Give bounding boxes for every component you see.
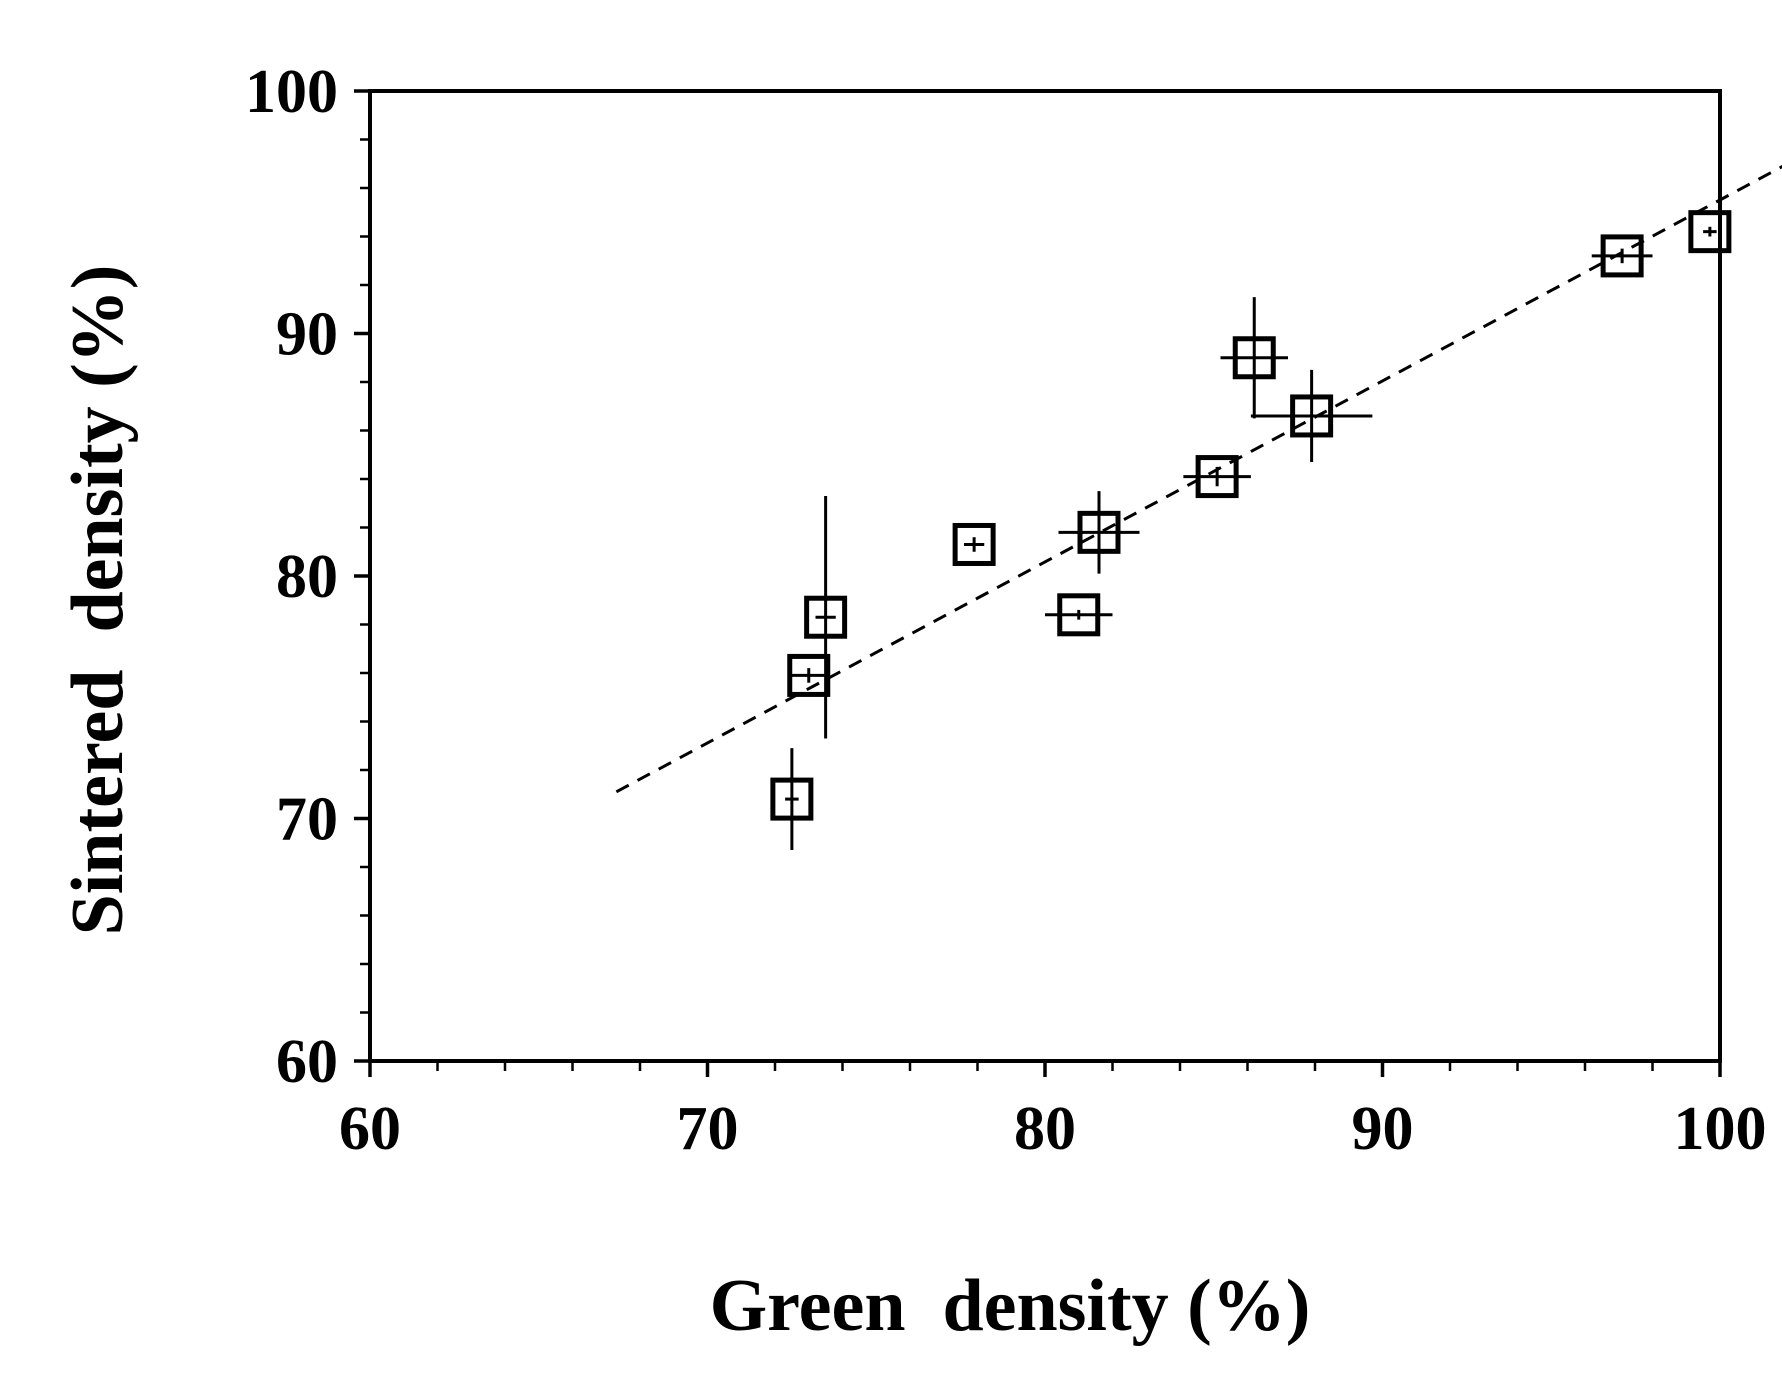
data-point — [1183, 455, 1251, 499]
data-point — [804, 495, 848, 739]
square-marker — [1600, 234, 1644, 278]
y-axis-title: Sintered density (%) — [57, 265, 139, 936]
data-point — [1220, 297, 1288, 419]
square-marker — [770, 777, 814, 821]
square-marker — [1290, 394, 1334, 438]
data-points — [770, 210, 1732, 851]
y-axis-tick-labels: 60 70 80 90 100 — [245, 58, 338, 1096]
data-point — [1058, 491, 1140, 574]
plot-area — [368, 89, 1722, 1063]
x-tick-label: 90 — [1352, 1095, 1414, 1163]
data-point — [770, 748, 814, 851]
square-marker — [1077, 510, 1121, 554]
square-marker — [787, 653, 831, 697]
square-marker — [952, 522, 996, 566]
y-tick-label: 60 — [276, 1028, 338, 1096]
square-marker — [1057, 593, 1101, 637]
trendline-group — [615, 164, 1782, 794]
data-point — [1688, 210, 1732, 254]
trendline — [615, 164, 1782, 794]
square-marker — [1688, 210, 1732, 254]
data-point — [952, 522, 996, 566]
data-point — [1250, 369, 1373, 463]
square-marker — [1195, 455, 1239, 499]
data-point — [1591, 234, 1653, 278]
data-point — [787, 653, 831, 697]
y-tick-label: 80 — [276, 543, 338, 611]
x-tick-label: 70 — [677, 1095, 739, 1163]
square-marker — [804, 595, 848, 639]
x-tick-label: 80 — [1014, 1095, 1076, 1163]
square-marker — [1232, 336, 1276, 380]
x-axis-title: Green density (%) — [710, 1265, 1311, 1347]
x-tick-label: 100 — [1674, 1095, 1767, 1163]
y-tick-label: 100 — [245, 58, 338, 126]
y-tick-label: 90 — [276, 301, 338, 369]
data-point — [1045, 593, 1113, 637]
x-axis-tick-labels: 60 70 80 90 100 — [339, 1095, 1767, 1163]
axis-ticks — [354, 89, 1722, 1077]
y-tick-label: 70 — [276, 786, 338, 854]
x-tick-label: 60 — [339, 1095, 401, 1163]
